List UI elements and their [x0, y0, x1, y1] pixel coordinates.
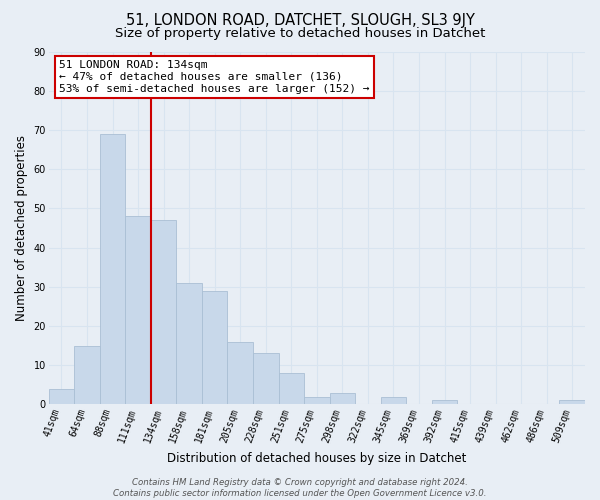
- Text: Size of property relative to detached houses in Datchet: Size of property relative to detached ho…: [115, 28, 485, 40]
- Y-axis label: Number of detached properties: Number of detached properties: [15, 135, 28, 321]
- Bar: [100, 134, 125, 404]
- Bar: [125, 216, 151, 404]
- Text: 51, LONDON ROAD, DATCHET, SLOUGH, SL3 9JY: 51, LONDON ROAD, DATCHET, SLOUGH, SL3 9J…: [125, 12, 475, 28]
- Bar: [559, 400, 585, 404]
- Bar: [278, 373, 304, 404]
- Bar: [227, 342, 253, 404]
- Bar: [151, 220, 176, 404]
- X-axis label: Distribution of detached houses by size in Datchet: Distribution of detached houses by size …: [167, 452, 467, 465]
- Bar: [304, 396, 329, 404]
- Bar: [329, 392, 355, 404]
- Bar: [202, 290, 227, 405]
- Bar: [74, 346, 100, 405]
- Bar: [432, 400, 457, 404]
- Bar: [380, 396, 406, 404]
- Text: Contains HM Land Registry data © Crown copyright and database right 2024.
Contai: Contains HM Land Registry data © Crown c…: [113, 478, 487, 498]
- Bar: [176, 283, 202, 405]
- Text: 51 LONDON ROAD: 134sqm
← 47% of detached houses are smaller (136)
53% of semi-de: 51 LONDON ROAD: 134sqm ← 47% of detached…: [59, 60, 370, 94]
- Bar: [49, 388, 74, 404]
- Bar: [253, 354, 278, 405]
